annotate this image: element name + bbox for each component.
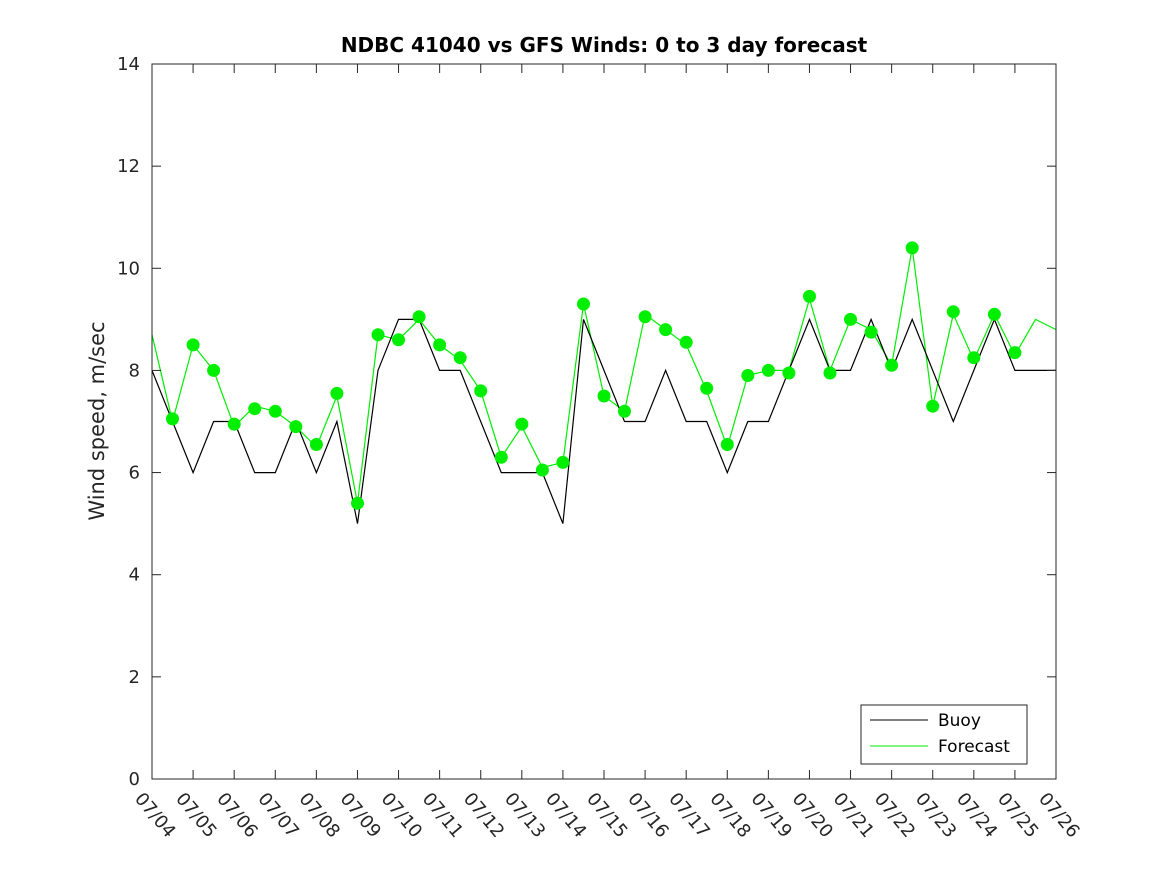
forecast-marker-35	[885, 358, 899, 372]
forecast-marker-15	[474, 384, 488, 398]
forecast-marker-24	[659, 323, 673, 337]
forecast-marker-2	[207, 363, 221, 377]
y-tick-label-7: 14	[117, 54, 140, 75]
x-tick-label-9: 07/13	[500, 789, 549, 842]
x-tick-label-11: 07/15	[582, 789, 631, 842]
x-tick-label-3: 07/07	[253, 789, 302, 842]
forecast-marker-28	[741, 369, 755, 382]
forecast-marker-1	[186, 338, 200, 352]
forecast-marker-36	[905, 241, 919, 255]
forecast-marker-31	[803, 289, 816, 303]
forecast-marker-19	[556, 455, 570, 469]
forecast-marker-20	[577, 297, 590, 311]
forecast-marker-10	[371, 328, 385, 342]
forecast-marker-26	[700, 381, 714, 395]
forecast-marker-7	[309, 438, 323, 451]
forecast-marker-39	[967, 351, 981, 365]
x-tick-label-12: 07/16	[623, 789, 672, 842]
forecast-marker-40	[987, 307, 1001, 321]
x-tick-label-2: 07/06	[212, 789, 261, 842]
forecast-marker-23	[638, 310, 652, 324]
x-tick-label-10: 07/14	[541, 789, 590, 842]
legend-box	[860, 704, 1028, 765]
forecast-marker-22	[618, 404, 631, 418]
forecast-marker-30	[782, 366, 796, 380]
x-tick-label-7: 07/11	[418, 789, 467, 842]
y-axis: 0 2 4 6 8 10 12 14	[117, 54, 1056, 790]
x-tick-label-22: 07/26	[1034, 789, 1083, 842]
y-tick-label-6: 12	[117, 156, 140, 177]
x-tick-label-16: 07/20	[788, 789, 837, 842]
x-tick-label-13: 07/17	[664, 789, 713, 842]
forecast-marker-5	[268, 404, 282, 418]
forecast-marker-9	[351, 496, 364, 510]
forecast-marker-13	[433, 338, 447, 352]
forecast-marker-29	[761, 363, 775, 377]
legend-buoy-label: Buoy	[938, 711, 981, 731]
forecast-marker-38	[946, 305, 960, 319]
legend: Buoy Forecast	[860, 704, 1028, 765]
y-tick-label-4: 8	[129, 360, 140, 381]
forecast-marker-37	[926, 399, 940, 413]
chart-title: NDBC 41040 vs GFS Winds: 0 to 3 day fore…	[341, 33, 868, 57]
series-line-forecast	[151, 247, 1057, 504]
forecast-marker-0	[166, 412, 179, 426]
x-tick-label-5: 07/09	[336, 789, 385, 842]
forecast-marker-12	[412, 310, 426, 324]
x-tick-label-21: 07/25	[993, 789, 1042, 842]
y-tick-label-2: 4	[129, 565, 140, 586]
forecast-marker-34	[864, 325, 878, 339]
x-tick-label-4: 07/08	[295, 789, 344, 842]
x-tick-label-17: 07/21	[829, 789, 878, 842]
x-tick-label-0: 07/04	[130, 789, 179, 842]
forecast-marker-4	[248, 402, 262, 416]
plot-area	[151, 241, 1057, 524]
x-tick-label-19: 07/23	[911, 789, 960, 842]
forecast-marker-16	[494, 450, 508, 464]
forecast-marker-21	[597, 389, 611, 403]
forecast-marker-27	[720, 438, 734, 451]
series-line-buoy	[151, 317, 1056, 524]
forecast-marker-18	[535, 463, 549, 477]
y-tick-label-5: 10	[117, 258, 140, 279]
x-tick-label-20: 07/24	[952, 789, 1001, 842]
forecast-marker-32	[823, 366, 837, 380]
x-tick-label-8: 07/12	[459, 789, 508, 842]
y-tick-label-3: 6	[129, 463, 140, 484]
y-tick-label-1: 2	[129, 667, 140, 688]
plot-frame	[151, 63, 1057, 780]
x-tick-label-1: 07/05	[171, 789, 220, 842]
forecast-marker-17	[515, 417, 529, 431]
y-tick-label-0: 0	[129, 769, 140, 790]
forecast-marker-33	[844, 312, 857, 326]
legend-forecast-label: Forecast	[938, 737, 1010, 757]
x-tick-label-6: 07/10	[377, 789, 426, 842]
x-tick-label-15: 07/19	[747, 789, 796, 842]
x-tick-label-18: 07/22	[870, 789, 919, 842]
forecast-marker-11	[392, 333, 405, 347]
forecast-marker-41	[1008, 346, 1022, 360]
forecast-marker-3	[227, 417, 241, 431]
y-axis-label: Wind speed, m/sec	[85, 321, 109, 520]
forecast-marker-25	[679, 335, 693, 349]
forecast-marker-14	[453, 351, 467, 365]
forecast-marker-8	[330, 386, 344, 400]
x-tick-label-14: 07/18	[705, 789, 754, 842]
forecast-marker-6	[289, 420, 303, 434]
